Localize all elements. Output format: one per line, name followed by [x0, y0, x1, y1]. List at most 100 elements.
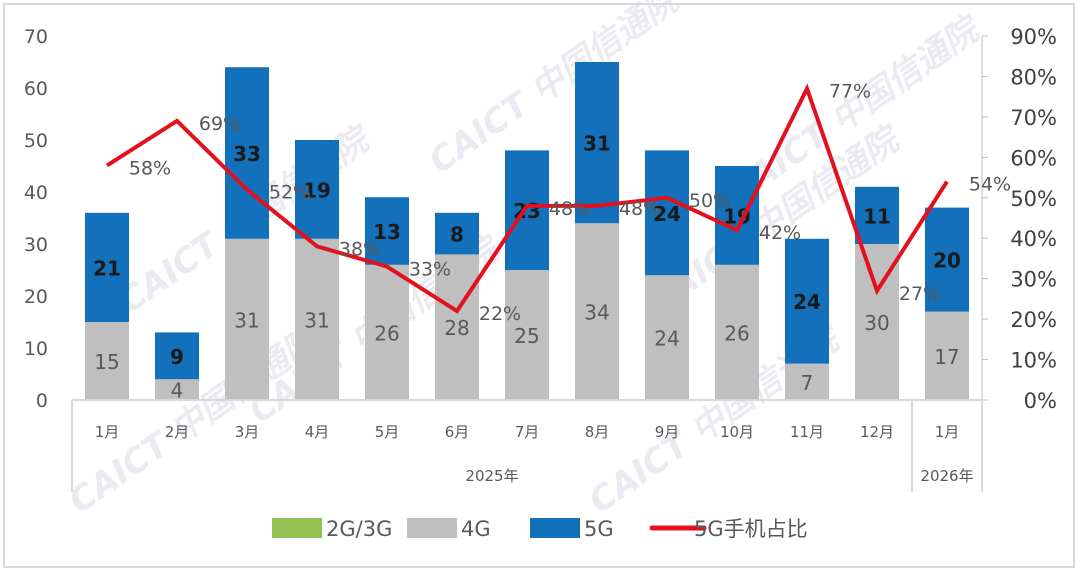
y-tick-label: 40 — [24, 182, 48, 204]
data-label-share: 33% — [409, 259, 451, 281]
data-label-4g: 31 — [234, 308, 259, 332]
bar-5g — [855, 186, 899, 244]
legend-label-2: 5G — [584, 517, 614, 541]
data-label-4g: 25 — [514, 324, 539, 348]
data-label-5g: 20 — [933, 249, 961, 273]
bar-4g — [155, 379, 199, 400]
data-label-share: 22% — [479, 303, 521, 325]
data-label-4g: 31 — [304, 308, 329, 332]
data-label-share: 58% — [129, 157, 171, 179]
x-tick-label: 1月 — [935, 423, 960, 441]
x-tick-label: 8月 — [585, 423, 610, 441]
data-label-4g: 17 — [934, 345, 959, 369]
data-label-5g: 13 — [373, 220, 401, 244]
data-label-5g: 21 — [93, 256, 121, 280]
legend-label-1: 4G — [461, 517, 491, 541]
data-label-5g: 33 — [233, 142, 261, 166]
data-label-5g: 19 — [303, 178, 331, 202]
data-label-5g: 24 — [793, 290, 821, 314]
chart-frame — [3, 3, 1075, 568]
bar-5g — [505, 150, 549, 270]
y2-tick-label: 80% — [1010, 65, 1057, 89]
y2-tick-label: 40% — [1010, 227, 1057, 251]
bar-4g — [225, 238, 269, 400]
x-tick-label: 2月 — [165, 423, 190, 441]
bar-4g — [715, 264, 759, 400]
data-label-share: 42% — [759, 222, 801, 244]
data-label-4g: 15 — [94, 350, 119, 374]
data-label-4g: 28 — [444, 316, 469, 340]
x-tick-label: 6月 — [445, 423, 470, 441]
data-label-4g: 7 — [801, 371, 814, 395]
data-label-5g: 11 — [863, 204, 891, 228]
bar-5g — [435, 212, 479, 255]
data-label-5g: 9 — [170, 345, 184, 369]
y-tick-label: 60 — [24, 78, 48, 100]
bar-4g — [435, 254, 479, 400]
bar-4g — [575, 223, 619, 400]
y-tick-label: 20 — [24, 286, 48, 308]
y2-tick-label: 10% — [1010, 349, 1057, 373]
x-tick-label: 10月 — [720, 423, 754, 441]
legend-swatch-1 — [407, 518, 457, 538]
data-label-share: 48% — [619, 198, 661, 220]
data-label-4g: 4 — [171, 379, 184, 403]
data-label-share: 48% — [549, 198, 591, 220]
x-tick-label: 9月 — [655, 423, 680, 441]
bar-5g — [155, 332, 199, 380]
data-label-share: 54% — [969, 174, 1011, 196]
bar-4g — [85, 322, 129, 400]
bar-5g — [225, 67, 269, 239]
bar-4g — [785, 363, 829, 400]
y2-tick-label: 90% — [1010, 25, 1057, 49]
bar-4g — [505, 270, 549, 400]
x-group-label: 2025年 — [465, 467, 518, 485]
bar-5g — [365, 197, 409, 265]
data-label-5g: 31 — [583, 132, 611, 156]
x-tick-label: 1月 — [95, 423, 120, 441]
y2-tick-label: 60% — [1010, 146, 1057, 170]
legend-swatch-0 — [272, 518, 322, 538]
x-tick-label: 7月 — [515, 423, 540, 441]
y2-tick-label: 30% — [1010, 268, 1057, 292]
y-tick-label: 70 — [24, 26, 48, 48]
y2-tick-label: 0% — [1024, 389, 1057, 413]
data-label-share: 50% — [689, 190, 731, 212]
data-label-share: 27% — [899, 283, 941, 305]
data-label-4g: 26 — [724, 321, 749, 345]
legend-label-0: 2G/3G — [326, 517, 392, 541]
data-label-4g: 24 — [654, 327, 679, 351]
x-tick-label: 4月 — [305, 423, 330, 441]
data-label-share: 52% — [269, 182, 311, 204]
legend-swatch-2 — [530, 518, 580, 538]
x-group-label: 2026年 — [920, 467, 973, 485]
data-label-5g: 8 — [450, 223, 464, 247]
y2-tick-label: 50% — [1010, 187, 1057, 211]
bar-4g — [365, 264, 409, 400]
bar-5g — [785, 238, 829, 364]
y-tick-label: 30 — [24, 234, 48, 256]
y-tick-label: 50 — [24, 130, 48, 152]
data-label-4g: 26 — [374, 321, 399, 345]
y2-tick-label: 20% — [1010, 308, 1057, 332]
data-label-share: 69% — [199, 113, 241, 135]
legend-label-3: 5G手机占比 — [694, 517, 808, 541]
y-tick-label: 10 — [24, 338, 48, 360]
bar-4g — [645, 275, 689, 400]
x-tick-label: 5月 — [375, 423, 400, 441]
y2-tick-label: 70% — [1010, 106, 1057, 130]
x-tick-label: 3月 — [235, 423, 260, 441]
data-label-4g: 30 — [864, 311, 889, 335]
data-label-5g: 24 — [653, 202, 681, 226]
bar-5g — [925, 207, 969, 312]
bar-5g — [295, 140, 339, 239]
x-tick-label: 11月 — [790, 423, 824, 441]
y-tick-label: 0 — [36, 390, 48, 412]
data-label-share: 77% — [829, 81, 871, 103]
bar-4g — [925, 311, 969, 400]
bar-5g — [575, 62, 619, 224]
bar-5g — [715, 166, 759, 265]
bar-5g — [645, 150, 689, 276]
